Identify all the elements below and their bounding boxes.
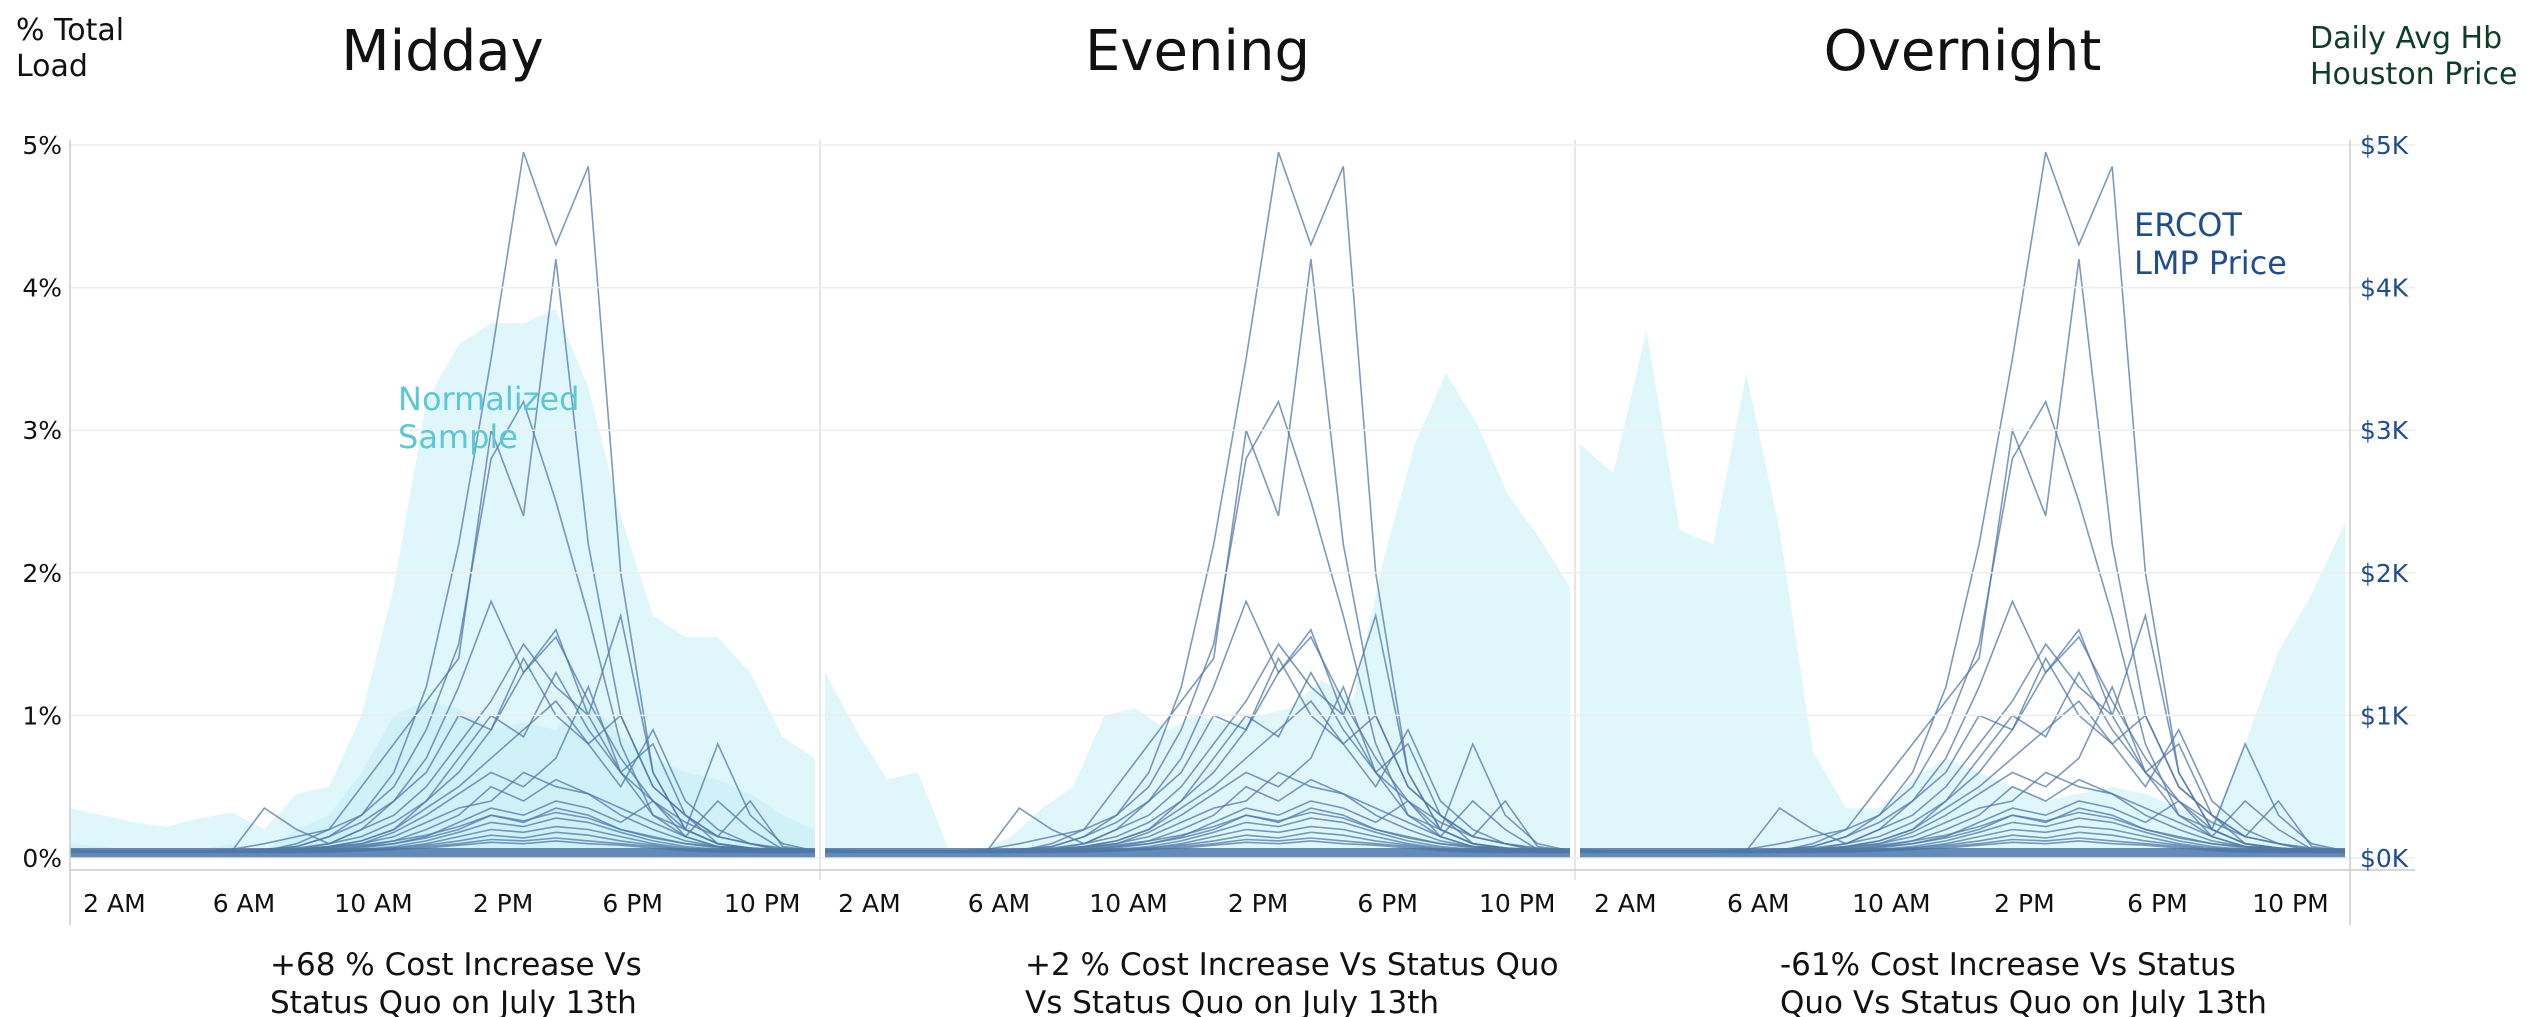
right-tick-label: $5K — [2360, 131, 2409, 160]
price-baseline-band — [70, 848, 815, 858]
price-baseline-band — [1580, 848, 2345, 858]
right-tick-label: $3K — [2360, 416, 2409, 445]
right-tick-label: $2K — [2360, 559, 2409, 588]
panel-caption: Quo Vs Status Quo on July 13th — [1780, 985, 2267, 1017]
right-axis-title-line1: Daily Avg Hb — [2310, 21, 2502, 56]
left-tick-label: 3% — [22, 416, 62, 445]
x-tick-label: 6 PM — [2127, 889, 2188, 918]
panel-caption: -61% Cost Increase Vs Status — [1780, 947, 2236, 983]
panel-title: Evening — [1085, 19, 1310, 84]
x-tick-label: 2 AM — [1594, 889, 1657, 918]
right-axis-title-line2: Houston Price — [2310, 57, 2517, 92]
right-tick-label: $4K — [2360, 274, 2409, 303]
x-tick-label: 2 PM — [1228, 889, 1289, 918]
right-tick-label: $0K — [2360, 844, 2409, 873]
price-baseline-band — [825, 848, 1570, 858]
left-tick-label: 2% — [22, 559, 62, 588]
x-tick-label: 2 AM — [83, 889, 146, 918]
right-tick-label: $1K — [2360, 701, 2409, 730]
panel-evening: Evening 2 AM 6 AM 10 AM 2 PM 6 PM 10 PM +2 % Co… — [824, 19, 1576, 1017]
annotation-price-line1: ERCOT — [2134, 206, 2242, 244]
x-tick-label: 10 PM — [724, 889, 800, 918]
left-tick-label: 1% — [22, 701, 62, 730]
left-axis-title-line1: % Total — [16, 13, 124, 48]
x-tick-label: 2 PM — [473, 889, 534, 918]
x-tick-label: 10 AM — [1089, 889, 1167, 918]
x-tick-label: 10 PM — [2252, 889, 2328, 918]
left-axis-title-line2: Load — [16, 49, 88, 84]
x-tick-label: 10 PM — [1479, 889, 1555, 918]
x-tick-label: 6 AM — [213, 889, 276, 918]
panels-layer: Midday 2 AM 6 AM 10 AM 2 PM 6 PM 10 PM +68 % Co… — [69, 19, 2346, 1017]
x-tick-label: 6 AM — [968, 889, 1031, 918]
panel-title: Midday — [341, 19, 543, 84]
left-tick-label: 5% — [22, 131, 62, 160]
load-area — [825, 373, 1570, 858]
load-area — [70, 309, 815, 858]
x-tick-label: 2 AM — [838, 889, 901, 918]
panel-caption: Vs Status Quo on July 13th — [1025, 985, 1439, 1017]
left-tick-label: 0% — [22, 844, 62, 873]
panel-caption: +2 % Cost Increase Vs Status Quo — [1025, 947, 1559, 983]
axes-layer: 0% 1% 2% 3% 4% 5% $0K $1K $2K $3K $4K $5K — [22, 131, 2415, 925]
x-tick-label: 10 AM — [334, 889, 412, 918]
annotation-sample-line1: Normalized — [398, 380, 579, 418]
gridlines — [70, 144, 2415, 859]
panel-caption: Status Quo on July 13th — [270, 985, 637, 1017]
annotation-sample-line2: Sample — [398, 418, 518, 456]
left-tick-label: 4% — [22, 274, 62, 303]
x-tick-label: 2 PM — [1994, 889, 2055, 918]
panel-caption: +68 % Cost Increase Vs — [270, 947, 642, 983]
x-tick-label: 10 AM — [1852, 889, 1930, 918]
load-area — [1580, 330, 2345, 858]
panel-overnight: Overnight 2 AM 6 AM 10 AM 2 PM 6 PM 10 PM -61% … — [1579, 19, 2346, 1017]
annotation-price-line2: LMP Price — [2134, 244, 2287, 282]
x-tick-label: 6 AM — [1727, 889, 1790, 918]
x-tick-label: 6 PM — [602, 889, 663, 918]
panel-title: Overnight — [1824, 19, 2102, 84]
panel-midday: Midday 2 AM 6 AM 10 AM 2 PM 6 PM 10 PM +68 % Co… — [69, 19, 821, 1017]
x-tick-label: 6 PM — [1357, 889, 1418, 918]
